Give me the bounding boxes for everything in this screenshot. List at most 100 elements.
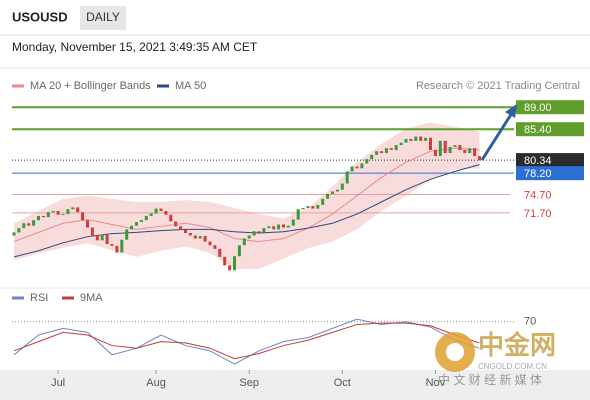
bollinger-band bbox=[14, 122, 480, 270]
watermark-name: 中金网 bbox=[478, 330, 556, 360]
candle bbox=[198, 236, 202, 239]
candle bbox=[448, 146, 452, 154]
candle bbox=[223, 256, 227, 266]
candle bbox=[335, 189, 339, 192]
candle bbox=[100, 234, 104, 241]
candle bbox=[252, 231, 256, 236]
y-tick-label: 70 bbox=[524, 316, 536, 328]
forecast-arrow bbox=[480, 112, 514, 161]
candle bbox=[429, 137, 432, 150]
legend-label: MA 50 bbox=[175, 80, 206, 92]
candle bbox=[453, 145, 457, 147]
candle bbox=[22, 223, 26, 229]
candle bbox=[365, 159, 369, 164]
x-tick-label: Oct bbox=[334, 377, 351, 389]
candle bbox=[218, 248, 222, 257]
candle bbox=[433, 149, 437, 157]
candle bbox=[419, 136, 423, 141]
candle bbox=[237, 245, 241, 257]
candle bbox=[169, 214, 173, 222]
candle bbox=[380, 151, 383, 154]
candle bbox=[86, 220, 89, 228]
candle bbox=[311, 206, 315, 209]
level-label: 74.70 bbox=[524, 189, 552, 201]
candle bbox=[316, 204, 320, 209]
candle bbox=[90, 227, 94, 236]
candle bbox=[95, 235, 99, 241]
candle bbox=[414, 136, 418, 141]
candle bbox=[213, 245, 217, 249]
candle bbox=[409, 138, 413, 141]
candle bbox=[164, 211, 168, 215]
watermark: 中金网 CNGOLD.COM.CN 中 文 财 经 新 媒 体 bbox=[435, 330, 556, 387]
candle bbox=[179, 226, 183, 230]
candle bbox=[76, 207, 80, 213]
candle bbox=[12, 232, 16, 236]
legend-label: MA 20 + Bollinger Bands bbox=[30, 80, 151, 92]
candle bbox=[154, 208, 158, 214]
source: Research © 2021 Trading Central bbox=[416, 80, 580, 92]
candle bbox=[193, 235, 197, 239]
candle bbox=[468, 148, 472, 154]
symbol: USOUSD bbox=[12, 9, 68, 24]
x-tick-label: Jul bbox=[51, 377, 65, 389]
candle bbox=[105, 234, 109, 245]
level-label: 78.20 bbox=[524, 168, 552, 180]
candle bbox=[41, 215, 45, 218]
candle bbox=[257, 231, 261, 233]
candle bbox=[438, 140, 442, 157]
candle bbox=[478, 156, 481, 161]
candle bbox=[71, 207, 75, 210]
candle bbox=[399, 142, 403, 146]
candle bbox=[149, 213, 153, 216]
candle bbox=[135, 222, 138, 226]
ma-line bbox=[13, 164, 480, 258]
candle bbox=[463, 149, 467, 154]
candle bbox=[51, 211, 55, 213]
candle bbox=[291, 219, 295, 226]
candle bbox=[355, 166, 359, 169]
candle bbox=[389, 148, 393, 150]
legend-label: RSI bbox=[30, 292, 48, 304]
candle bbox=[208, 241, 212, 246]
candle bbox=[144, 215, 148, 221]
timeframe: DAILY bbox=[86, 10, 120, 24]
candle bbox=[272, 226, 276, 230]
candle bbox=[350, 166, 354, 172]
candle bbox=[81, 212, 85, 221]
level-label-box bbox=[516, 166, 584, 181]
level-label: 71.70 bbox=[524, 208, 552, 220]
level-label-box bbox=[516, 122, 584, 137]
candle bbox=[458, 145, 462, 150]
candle bbox=[306, 206, 310, 208]
forecast-arrowhead bbox=[505, 104, 517, 118]
x-tick-label: Aug bbox=[146, 377, 166, 389]
candle bbox=[61, 214, 65, 216]
timeframe-tag bbox=[80, 6, 126, 30]
rsi-line bbox=[13, 318, 480, 365]
watermark-tagline: 中 文 财 经 新 媒 体 bbox=[438, 372, 542, 387]
candle bbox=[424, 137, 428, 141]
candle bbox=[247, 235, 251, 239]
candle bbox=[188, 233, 192, 236]
candle bbox=[17, 228, 21, 233]
candle bbox=[443, 140, 447, 154]
candle bbox=[46, 212, 50, 218]
candle bbox=[301, 207, 305, 210]
candle bbox=[242, 238, 246, 246]
candle bbox=[404, 138, 408, 143]
candle bbox=[37, 215, 40, 221]
candle bbox=[340, 183, 344, 190]
candle bbox=[203, 236, 207, 242]
candle bbox=[130, 225, 134, 230]
candle bbox=[228, 265, 232, 271]
candle bbox=[286, 225, 290, 228]
level-label: 85.40 bbox=[524, 124, 552, 136]
candle bbox=[56, 211, 60, 215]
candle bbox=[267, 226, 271, 229]
level-label: 80.34 bbox=[524, 155, 552, 167]
candle bbox=[277, 224, 281, 230]
candle bbox=[139, 220, 143, 223]
candle bbox=[331, 191, 334, 194]
